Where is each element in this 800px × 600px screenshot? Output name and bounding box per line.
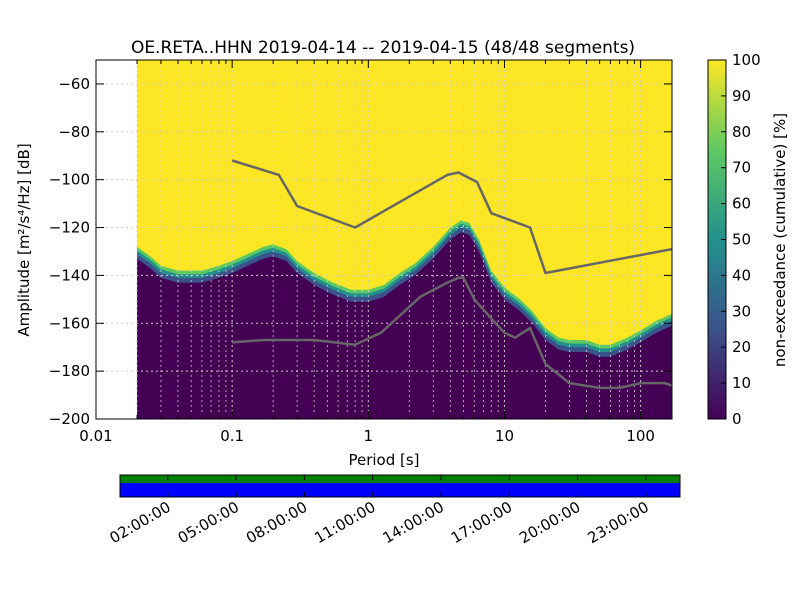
colorbar-tick-label: 40 — [732, 266, 751, 284]
colorbar: 0 10 20 30 40 50 60 70 80 90 100 non-exceedance (c… — [707, 51, 789, 428]
x-tick-label: 0.01 — [79, 427, 112, 445]
timeline-tick-label: 08:00:00 — [243, 498, 310, 547]
colorbar-tick-label: 10 — [732, 374, 751, 392]
colorbar-tick-label: 0 — [732, 410, 742, 428]
y-tick-label: −180 — [49, 362, 90, 380]
colorbar-tick-label: 60 — [732, 195, 751, 213]
y-axis-label: Amplitude [m²/s⁴/Hz] [dB] — [15, 143, 33, 336]
x-tick-label: 100 — [626, 427, 655, 445]
timeline-tick-label: 23:00:00 — [585, 498, 652, 547]
timeline-data-coverage — [120, 483, 680, 497]
timeline-tick-label: 02:00:00 — [106, 498, 173, 547]
y-tick-label: −80 — [58, 123, 90, 141]
x-axis-ticks: 0.01 0.1 1 10 100 — [79, 60, 655, 445]
percentile-curve-2 — [232, 276, 672, 390]
chart-title: OE.RETA..HHN 2019-04-14 -- 2019-04-15 (4… — [131, 38, 635, 58]
percentile-curve-1 — [231, 159, 672, 275]
colorbar-tick-label: 100 — [732, 51, 761, 69]
timeline: 02:00:00 05:00:00 08:00:00 11:00:00 14:00:00… — [106, 474, 681, 547]
timeline-tick-label: 14:00:00 — [380, 498, 447, 547]
timeline-tick-label: 20:00:00 — [516, 498, 583, 547]
timeline-tick-label: 05:00:00 — [175, 498, 242, 547]
x-axis-label: Period [s] — [348, 451, 419, 469]
heatmap-nonexceeded-region — [137, 232, 672, 419]
y-axis-ticks: −60 −80 −100 −120 −140 −160 −180 −200 — [49, 75, 672, 428]
colorbar-tick-label: 20 — [732, 338, 751, 356]
y-tick-label: −140 — [49, 266, 90, 284]
y-tick-label: −100 — [49, 171, 90, 189]
colorbar-tick-label: 80 — [732, 123, 751, 141]
colorbar-ticks: 0 10 20 30 40 50 60 70 80 90 100 — [721, 51, 761, 428]
x-tick-label: 0.1 — [220, 427, 244, 445]
colorbar-tick-label: 50 — [732, 231, 751, 249]
timeline-frame — [119, 474, 681, 498]
timeline-tick-label: 11:00:00 — [311, 498, 378, 547]
colorbar-label: non-exceedance (cumulative) [%] — [771, 113, 789, 367]
y-tick-label: −160 — [49, 314, 90, 332]
y-tick-label: −60 — [58, 75, 90, 93]
percentile-curves — [231, 159, 672, 390]
x-tick-label: 10 — [495, 427, 514, 445]
colorbar-tick-label: 30 — [732, 302, 751, 320]
colorbar-tick-label: 70 — [732, 159, 751, 177]
y-tick-label: −200 — [49, 410, 90, 428]
timeline-segment-coverage — [120, 475, 680, 483]
plot-area: 0.01 0.1 1 10 100 −60 −80 −100 −120 −140 −160 −180… — [49, 59, 673, 445]
plot-frame — [95, 59, 673, 420]
heatmap — [136, 60, 672, 419]
timeline-tick-label: 17:00:00 — [448, 498, 515, 547]
colorbar-tick-label: 90 — [732, 87, 751, 105]
x-tick-label: 1 — [364, 427, 374, 445]
grid — [96, 60, 672, 419]
y-tick-label: −120 — [49, 219, 90, 237]
